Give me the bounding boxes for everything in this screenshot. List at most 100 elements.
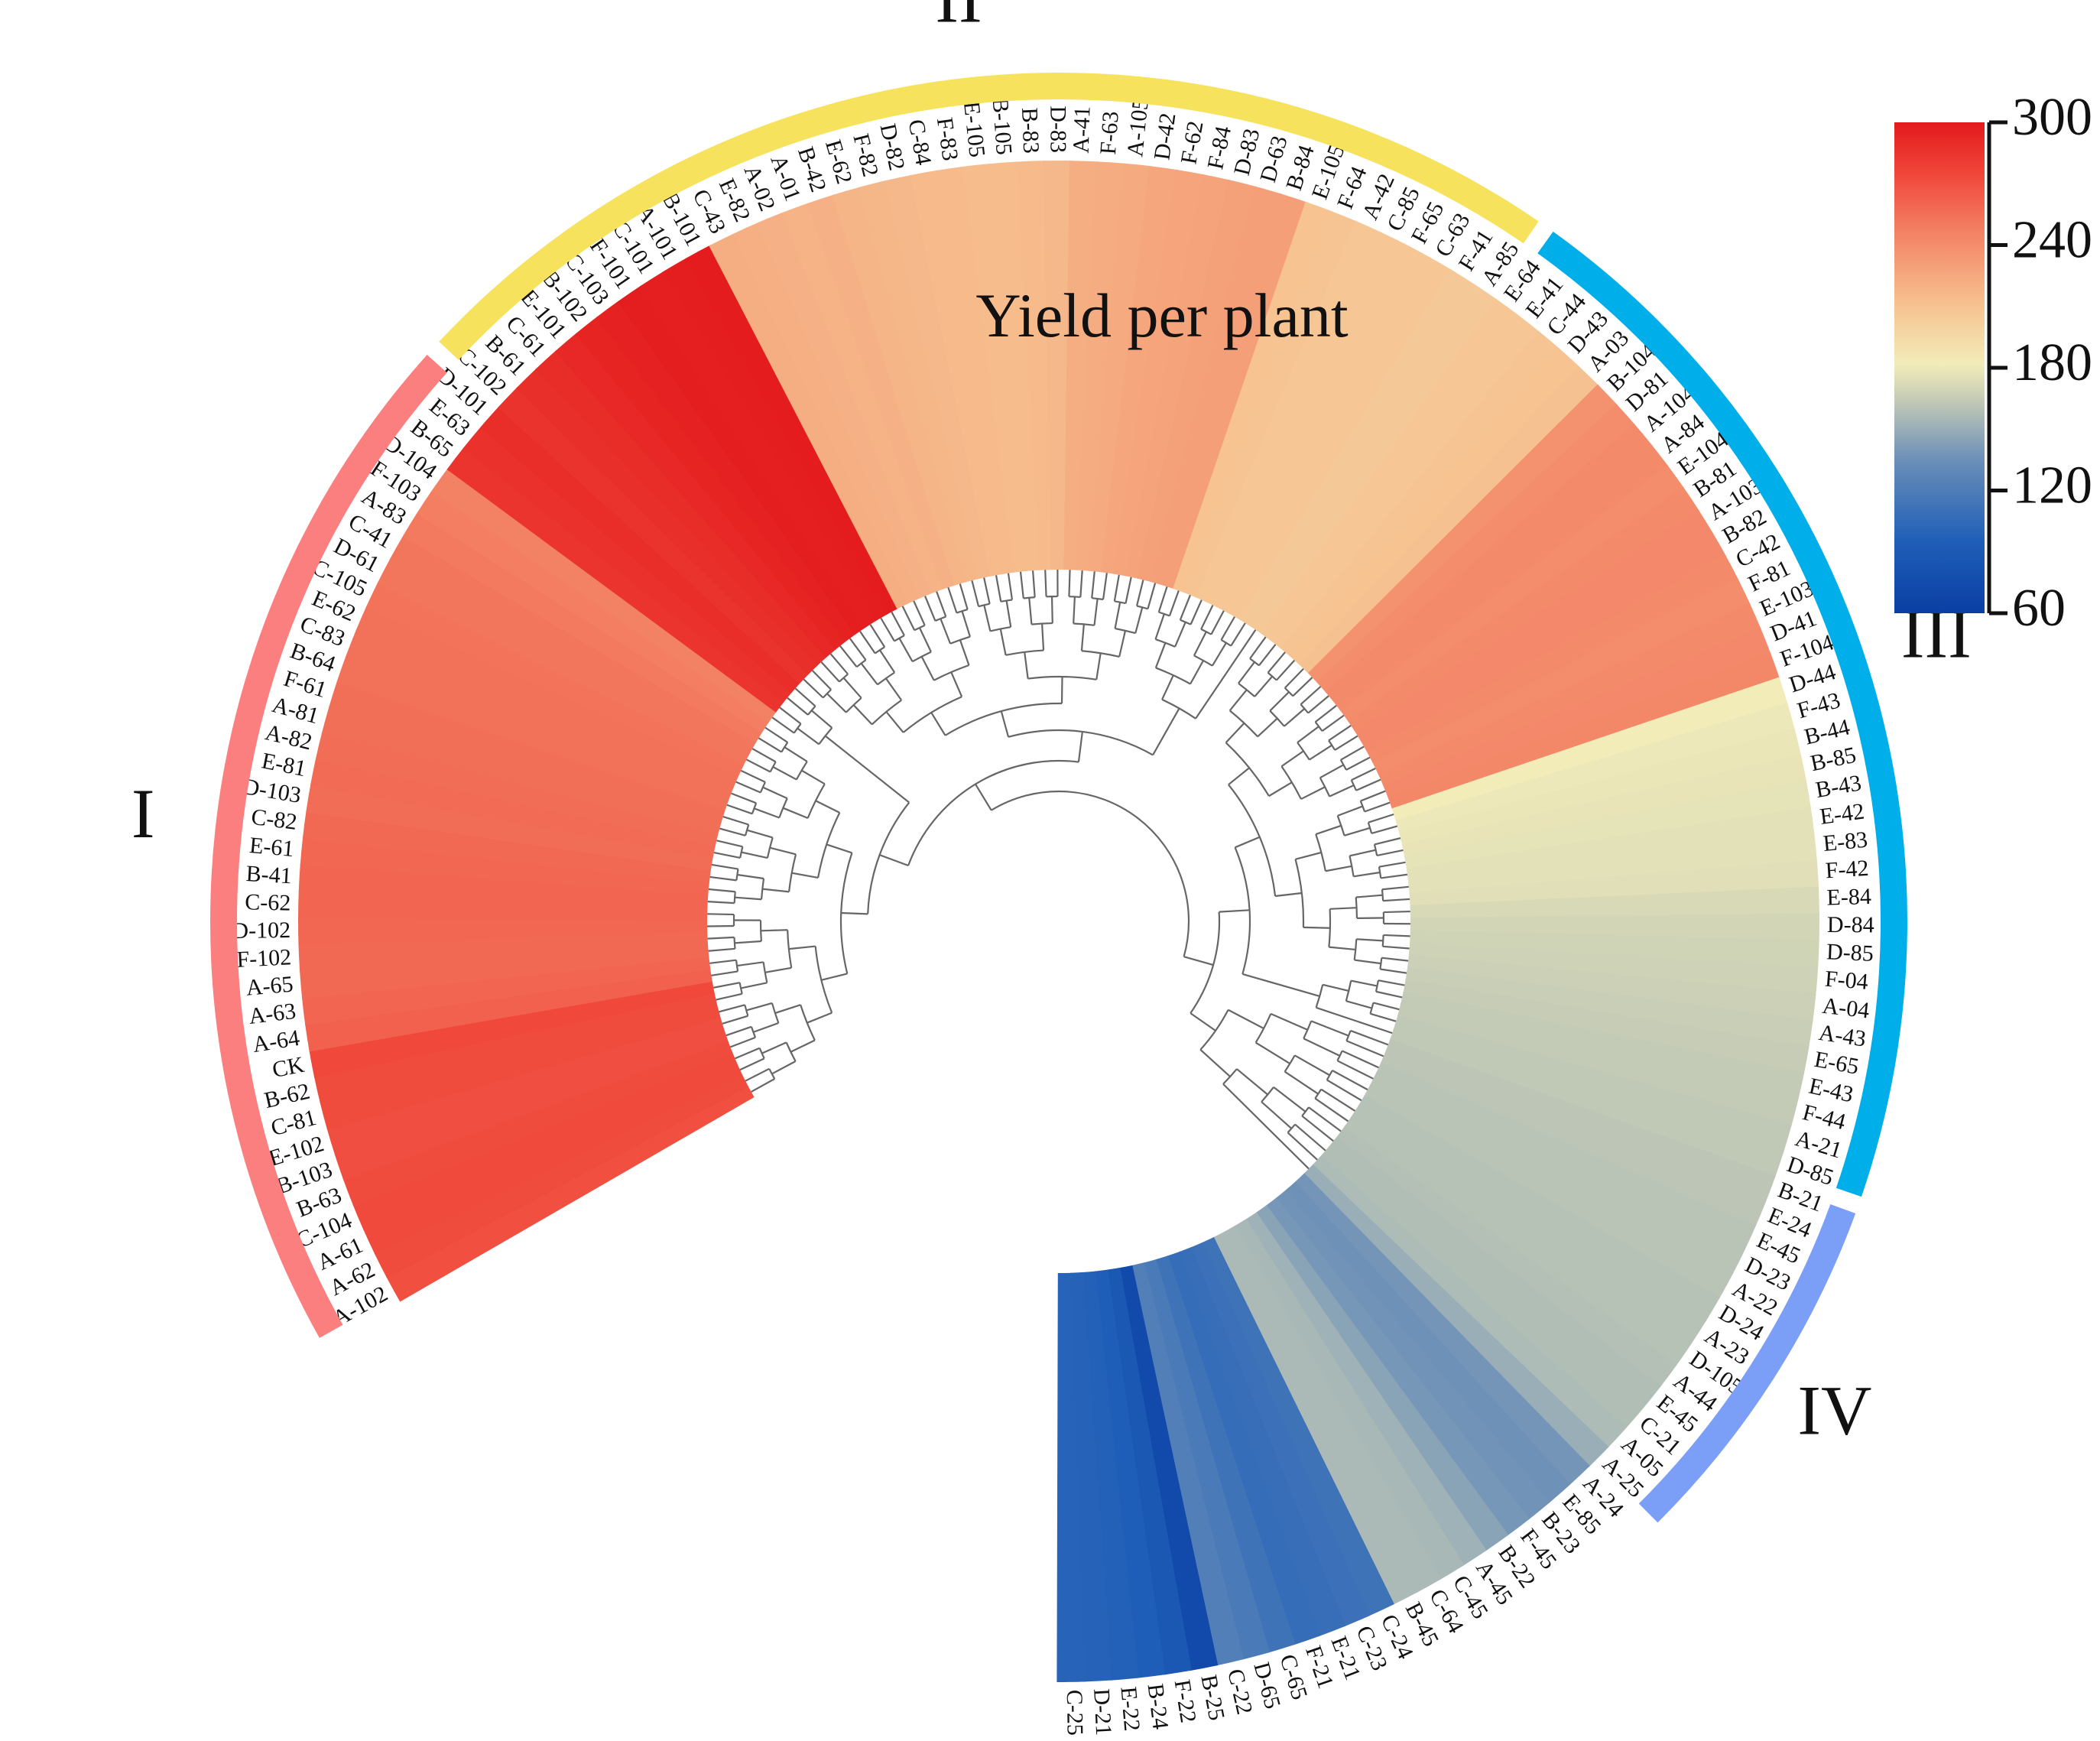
heatmap-cell bbox=[1340, 465, 1685, 722]
tree-branch bbox=[877, 671, 895, 686]
heatmap-cell bbox=[1390, 1027, 1784, 1178]
heatmap-cell bbox=[1410, 886, 1819, 919]
tree-branch bbox=[1378, 861, 1406, 868]
heatmap-cell bbox=[298, 863, 709, 908]
heatmap-cell bbox=[1016, 161, 1053, 570]
heatmap-cell bbox=[1056, 1272, 1086, 1682]
tree-branch bbox=[1199, 1049, 1231, 1077]
heatmap-cell bbox=[446, 447, 784, 713]
tree-branch bbox=[1267, 651, 1286, 674]
heatmap-cell bbox=[1324, 423, 1653, 702]
heatmap-cell bbox=[1378, 603, 1761, 787]
tree-branch bbox=[891, 611, 905, 636]
tree-branch bbox=[739, 1057, 765, 1071]
tree-branch bbox=[940, 618, 952, 645]
leaf-label: B-24 bbox=[1143, 1682, 1173, 1731]
heatmap-cell bbox=[1076, 161, 1125, 571]
tree-branch bbox=[913, 600, 926, 626]
tree-branch bbox=[1295, 851, 1322, 860]
cluster-label: I bbox=[131, 775, 155, 853]
tree-branch bbox=[1320, 1088, 1356, 1112]
tree-branch bbox=[734, 940, 761, 944]
heatmap-cell bbox=[320, 1005, 721, 1130]
heatmap-cell bbox=[1290, 347, 1580, 665]
heatmap-cell bbox=[1095, 1269, 1166, 1678]
tree-branch bbox=[1301, 1115, 1334, 1142]
tree-branch bbox=[1284, 1070, 1319, 1095]
tree-branch bbox=[829, 653, 849, 675]
tree-branch bbox=[1040, 623, 1045, 651]
heatmap-cell bbox=[334, 1028, 729, 1181]
tree-branch bbox=[1336, 1050, 1343, 1061]
heatmap-cell bbox=[352, 1051, 738, 1231]
heatmap-cell bbox=[1131, 1262, 1245, 1666]
tree-branch bbox=[1257, 717, 1278, 738]
cluster-arc bbox=[1638, 1203, 1856, 1523]
tree-branch bbox=[1339, 759, 1347, 771]
tree-branch bbox=[1154, 613, 1165, 640]
tree-branch bbox=[1229, 689, 1248, 712]
tree-branch bbox=[1379, 957, 1383, 970]
heatmap-cell bbox=[1137, 180, 1257, 582]
tree-branch bbox=[1381, 957, 1409, 962]
tree-branch bbox=[801, 769, 826, 785]
leaf-label: A-65 bbox=[245, 972, 294, 1001]
tree-branch bbox=[1329, 784, 1355, 797]
tree-branch bbox=[1220, 638, 1232, 647]
heatmap-cell bbox=[662, 257, 888, 622]
colorbar-tick-label: 300 bbox=[2012, 88, 2092, 147]
heatmap-cell bbox=[313, 992, 718, 1104]
heatmap-cell bbox=[1401, 754, 1807, 858]
tree-branch bbox=[746, 829, 773, 839]
tree-branch bbox=[781, 742, 789, 753]
tree-branch bbox=[735, 896, 762, 901]
tree-branch bbox=[740, 769, 766, 783]
heatmap-cell bbox=[362, 1063, 743, 1255]
heatmap-cell bbox=[1303, 1164, 1609, 1467]
tree-branch bbox=[820, 661, 840, 683]
tree-branch bbox=[1154, 642, 1167, 668]
heatmap-cell bbox=[1407, 954, 1816, 1022]
cluster-label: II bbox=[935, 0, 982, 37]
tree-branch bbox=[771, 1002, 780, 1024]
tree-branch bbox=[1332, 1070, 1368, 1091]
tree-branch bbox=[1345, 756, 1371, 771]
tree-branch bbox=[947, 586, 958, 613]
heatmap-cell bbox=[1235, 1219, 1465, 1580]
heatmap-cell bbox=[1401, 991, 1805, 1101]
heatmap-cell bbox=[298, 889, 708, 921]
tree-branch bbox=[1195, 629, 1257, 719]
tree-branch bbox=[815, 800, 840, 814]
tree-branch bbox=[956, 609, 968, 614]
heatmap-cell bbox=[781, 203, 943, 594]
leaf-label: A-64 bbox=[251, 1025, 301, 1057]
tree-branch bbox=[736, 961, 764, 967]
tree-branch bbox=[709, 959, 737, 964]
tree-branch bbox=[826, 693, 847, 713]
tree-branch bbox=[1267, 671, 1277, 681]
tree-branch bbox=[1349, 856, 1355, 877]
tree-branch bbox=[871, 699, 902, 726]
heatmap-cell bbox=[1405, 966, 1813, 1049]
tree-branch bbox=[716, 992, 742, 1001]
tree-branch bbox=[753, 1022, 779, 1033]
tree-branch bbox=[1024, 651, 1029, 679]
tree-branch bbox=[991, 790, 1190, 957]
tree-branch bbox=[1368, 813, 1394, 823]
tree-branch bbox=[762, 962, 768, 983]
heatmap-cell bbox=[310, 757, 716, 859]
tree-branch bbox=[1155, 638, 1176, 648]
tree-branch bbox=[1228, 1009, 1264, 1030]
tree-branch bbox=[764, 966, 792, 973]
heatmap-cell bbox=[1410, 913, 1820, 943]
tree-branch bbox=[774, 1004, 801, 1015]
heatmap-cell bbox=[417, 489, 770, 733]
tree-branch bbox=[1200, 628, 1212, 635]
heatmap-cell bbox=[1336, 1126, 1677, 1388]
leaf-label: C-82 bbox=[250, 804, 299, 835]
tree-branch bbox=[788, 854, 797, 892]
heatmap-cell bbox=[1155, 1255, 1296, 1653]
tree-branch bbox=[795, 761, 808, 781]
leaf-label: D-83 bbox=[1045, 106, 1070, 153]
tree-branch bbox=[1113, 574, 1120, 602]
